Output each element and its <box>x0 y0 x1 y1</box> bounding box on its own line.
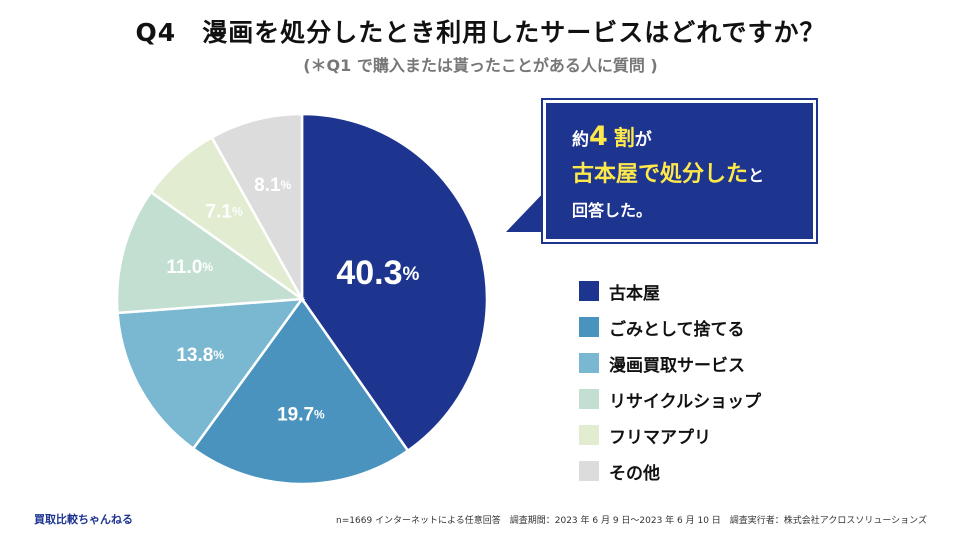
legend-swatch <box>579 281 599 301</box>
legend-swatch <box>579 461 599 481</box>
callout-box: 約4 割が 古本屋で処分したと 回答した。 <box>541 98 818 244</box>
chart-title: Q4 漫画を処分したとき利用したサービスはどれですか？ <box>135 18 826 47</box>
brand-name: 買取比較ちゃんねる <box>34 513 133 526</box>
pie-slice-1 <box>300 112 489 453</box>
pie-label-2: 19.7% <box>277 405 325 426</box>
pie-label-4: 11.0% <box>166 257 213 278</box>
legend-item-kaitori: 漫画買取サービス <box>579 345 761 381</box>
legend-label: 漫画買取サービス <box>609 355 745 376</box>
legend-item-furuhonya: 古本屋 <box>579 273 761 309</box>
pie-slice-3 <box>116 297 305 451</box>
pie-label-3: 13.8% <box>176 345 224 366</box>
legend-item-flima: フリマアプリ <box>579 417 761 453</box>
pie-label-6: 8.1% <box>254 175 291 196</box>
pie-slice-6 <box>210 112 304 304</box>
legend-label: フリマアプリ <box>609 427 711 448</box>
callout-text: 約4 割が 古本屋で処分したと 回答した。 <box>572 119 764 229</box>
callout-ga: が <box>634 130 652 150</box>
legend-swatch <box>579 425 599 445</box>
pie-label-5: 7.1% <box>206 201 243 222</box>
pie-slice-4 <box>115 190 306 315</box>
callout-wari: 割 <box>613 126 635 150</box>
legend-item-other: その他 <box>579 453 761 489</box>
legend-label: リサイクルショップ <box>609 391 762 412</box>
callout-line-3: 回答した。 <box>572 201 653 220</box>
legend-swatch <box>579 317 599 337</box>
legend-swatch <box>579 353 599 373</box>
callout-pointer <box>506 186 550 232</box>
callout-number: 4 <box>589 121 608 152</box>
legend-item-recycle: リサイクルショップ <box>579 381 761 417</box>
chart-subtitle: (＊Q1 で購入または貰ったことがある人に質問 ) <box>303 56 658 75</box>
callout-highlight: 古本屋で処分した <box>572 162 749 187</box>
pie-slice-2 <box>191 296 410 486</box>
legend-swatch <box>579 389 599 409</box>
legend: 古本屋 ごみとして捨てる 漫画買取サービス リサイクルショップ フリマアプリ そ… <box>579 273 761 489</box>
callout-pre: 約 <box>572 130 589 150</box>
callout-line-2: 古本屋で処分したと <box>572 158 764 193</box>
legend-item-gomi: ごみとして捨てる <box>579 309 761 345</box>
legend-label: ごみとして捨てる <box>609 319 745 340</box>
survey-footnote: n=1669 インターネットによる任意回答 調査期間：2023 年 6 月 9 … <box>336 516 927 526</box>
callout-line-1: 約4 割が <box>572 119 764 158</box>
legend-label: その他 <box>609 463 660 484</box>
legend-label: 古本屋 <box>609 283 660 304</box>
pie-label-1: 40.3% <box>336 254 419 292</box>
callout-to: と <box>748 166 765 185</box>
